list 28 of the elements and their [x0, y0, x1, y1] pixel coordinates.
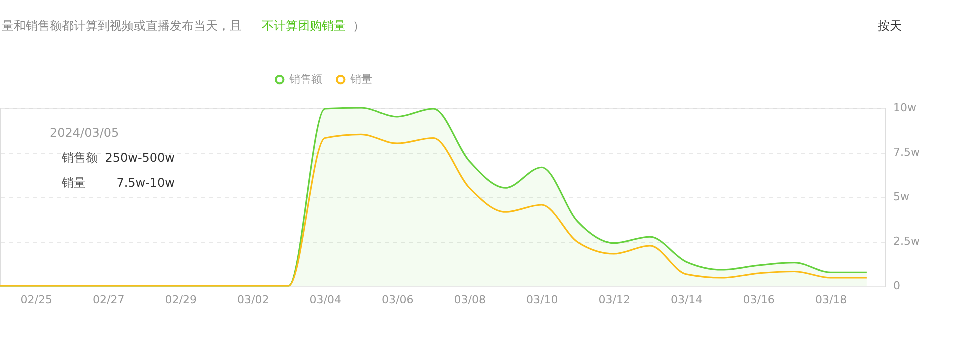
annotation: 2024/03/05	[50, 126, 120, 140]
x-tick-label: 02/29	[165, 294, 197, 306]
x-tick-label: 03/10	[526, 294, 558, 306]
y-tick-label: 7.5w	[894, 146, 920, 159]
y-tick-label: 2.5w	[894, 235, 920, 248]
legend-label: 销售额	[288, 72, 322, 86]
x-tick-label: 03/06	[382, 294, 414, 306]
text: ）	[353, 19, 365, 33]
y-tick-label: 0	[894, 280, 900, 292]
y-tick-label: 10w	[894, 102, 916, 114]
y-tick-label: 5w	[894, 190, 910, 204]
annotation: 250w-500w	[105, 151, 176, 165]
x-tick-label: 03/12	[598, 294, 630, 306]
legend-label: 销量	[349, 72, 372, 86]
x-tick-label: 03/18	[815, 294, 848, 306]
text: 按天	[878, 19, 902, 33]
annotation: 7.5w-10w	[116, 176, 176, 190]
x-tick-label: 03/08	[454, 294, 486, 306]
x-tick-label: 02/25	[20, 294, 52, 306]
x-tick-label: 03/02	[238, 294, 270, 306]
x-tick-label: 03/04	[310, 294, 342, 306]
text: 量和销售额都计算到视频或直播发布当天，且	[2, 19, 242, 33]
text: 不计算团购销量	[262, 19, 346, 33]
annotation: 销量	[61, 176, 86, 190]
annotation: 销售额	[61, 151, 98, 165]
x-tick-label: 03/16	[743, 294, 775, 306]
x-tick-label: 02/27	[93, 294, 125, 306]
x-tick-label: 03/14	[670, 294, 703, 306]
